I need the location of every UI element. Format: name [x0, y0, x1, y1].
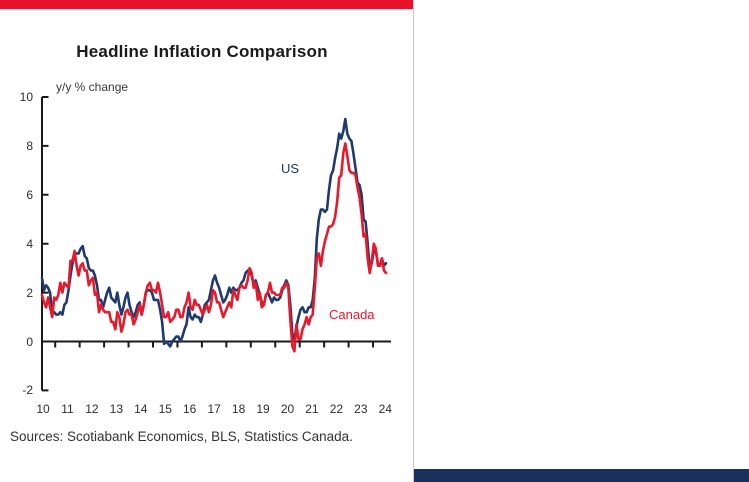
x-axis-label: 14 — [134, 402, 148, 416]
top-red-band — [0, 0, 413, 9]
y-axis-label: 0 — [26, 334, 33, 349]
x-axis-label: 24 — [378, 402, 392, 416]
axes — [41, 96, 391, 392]
y-axis-label: 10 — [19, 90, 33, 104]
series-lines — [40, 117, 388, 353]
x-axis-label: 22 — [329, 402, 344, 416]
x-axis-label: 13 — [109, 402, 124, 416]
sources-note: Sources: Scotiabank Economics, BLS, Stat… — [10, 429, 353, 444]
chart-title: Headline Inflation Comparison — [76, 42, 328, 61]
axis-unit-label: y/y % change — [56, 80, 129, 94]
x-axis-label: 19 — [256, 402, 270, 416]
bottom-navy-band — [414, 469, 749, 482]
column-divider — [413, 0, 414, 482]
x-axis-label: 11 — [61, 402, 74, 416]
y-axis-label: 2 — [26, 285, 33, 300]
y-axis-label: 4 — [26, 236, 33, 251]
y-axis-label: -2 — [22, 383, 33, 398]
x-axis-label: 21 — [305, 402, 319, 416]
series-label-canada: Canada — [329, 307, 375, 322]
us-series-line — [40, 117, 388, 348]
canada-series-line — [40, 142, 388, 353]
x-axis-label: 17 — [207, 402, 221, 416]
y-axis-label: 8 — [26, 138, 33, 153]
x-axis-label: 15 — [158, 402, 172, 416]
x-axis-label: 10 — [36, 402, 50, 416]
series-label-us: US — [281, 161, 300, 176]
x-axis-label: 16 — [183, 402, 197, 416]
x-axis-label: 12 — [85, 402, 99, 416]
y-axis-label: 6 — [26, 187, 33, 202]
x-axis-label: 20 — [280, 402, 295, 416]
x-axis-label: 23 — [354, 402, 368, 416]
x-axis-label: 18 — [231, 402, 246, 416]
